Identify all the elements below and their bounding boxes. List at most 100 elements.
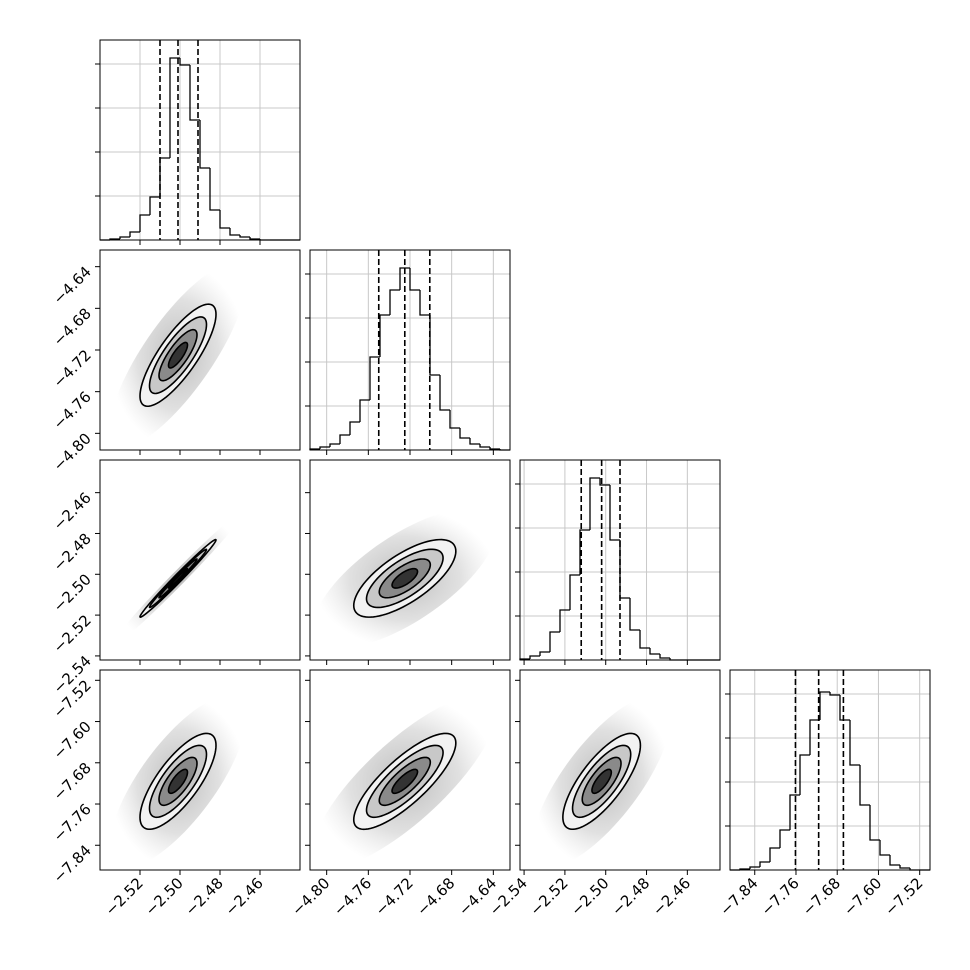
histogram-bin xyxy=(159,157,170,197)
histogram-bin xyxy=(409,268,420,291)
y-tick-label: −4.76 xyxy=(50,388,95,433)
panel xyxy=(109,508,247,649)
histogram-bin xyxy=(879,840,890,856)
histogram-bin xyxy=(759,861,770,867)
histogram-bin xyxy=(119,236,130,239)
panel-frame xyxy=(729,669,931,871)
histogram-bin xyxy=(639,630,650,649)
y-tick-label: −4.64 xyxy=(50,263,95,308)
histogram-bin xyxy=(219,210,230,229)
x-tick-label: −7.52 xyxy=(881,874,926,919)
histogram-bin xyxy=(389,289,400,315)
x-tick-label: −2.50 xyxy=(142,874,187,919)
histogram-bin xyxy=(319,446,330,449)
histogram-bin xyxy=(609,485,620,541)
histogram-bin xyxy=(369,356,380,400)
y-tick-label: −4.68 xyxy=(50,304,95,349)
histogram-bin xyxy=(359,399,370,422)
histogram-bin xyxy=(139,214,150,232)
histogram-bin xyxy=(469,438,480,445)
x-tick-label: −2.46 xyxy=(222,874,267,919)
histogram-bin xyxy=(839,695,850,721)
histogram-bin xyxy=(619,540,630,599)
panel-frame xyxy=(309,249,511,451)
y-tick-label: −4.80 xyxy=(50,429,95,474)
panel-frame xyxy=(99,669,301,871)
histogram-bin xyxy=(399,267,410,290)
y-tick-label: −4.72 xyxy=(50,346,95,391)
x-tick-label: −7.60 xyxy=(840,874,885,919)
panel-frame xyxy=(99,459,301,661)
panel-frame xyxy=(99,39,301,241)
histogram-bin xyxy=(459,428,470,439)
contour xyxy=(167,567,189,589)
x-tick-label: −2.48 xyxy=(182,874,227,919)
histogram-bin xyxy=(559,609,570,632)
histogram-bin xyxy=(239,235,250,238)
histogram-bin xyxy=(449,410,460,429)
x-tick-label: −2.52 xyxy=(102,874,147,919)
histogram-bin xyxy=(649,648,660,655)
histogram-bin xyxy=(629,598,640,631)
histogram-bin xyxy=(179,58,190,66)
histogram-bin xyxy=(379,314,390,357)
panel-frame xyxy=(309,459,511,661)
histogram-bin xyxy=(429,315,440,376)
panel-frame xyxy=(519,669,721,871)
histogram-bin xyxy=(339,434,350,444)
y-tick-label: −2.52 xyxy=(50,611,95,656)
histogram-bin xyxy=(849,720,860,766)
histogram-bin xyxy=(329,443,340,447)
x-tick-label: −4.68 xyxy=(413,874,458,919)
panel-frame xyxy=(519,459,721,661)
y-tick-label: −2.50 xyxy=(50,570,95,615)
x-tick-label: −7.68 xyxy=(799,874,844,919)
histogram-bin xyxy=(889,855,900,866)
histogram-bin xyxy=(599,478,610,486)
panel xyxy=(109,263,247,448)
x-tick-label: −2.50 xyxy=(567,874,612,919)
contour xyxy=(591,768,613,795)
panel xyxy=(531,695,672,868)
histogram-bin xyxy=(899,865,910,869)
histogram-bin xyxy=(589,477,600,530)
histogram-bin xyxy=(579,529,590,575)
histogram-bin xyxy=(659,654,670,659)
histogram-bin xyxy=(129,231,140,237)
contour xyxy=(167,341,189,369)
panel xyxy=(109,695,247,868)
histogram-bin xyxy=(859,765,870,806)
histogram-bin xyxy=(209,168,220,211)
histogram-bin xyxy=(189,65,200,121)
histogram-bin xyxy=(799,754,810,795)
y-tick-label: −7.68 xyxy=(50,759,95,804)
contour xyxy=(391,768,419,795)
histogram-bin xyxy=(249,237,260,240)
x-tick-label: −2.46 xyxy=(649,874,694,919)
histogram-bin xyxy=(569,574,580,610)
x-tick-label: −2.52 xyxy=(526,874,571,919)
histogram-bin xyxy=(529,655,540,659)
y-tick-label: −7.76 xyxy=(50,800,95,845)
histogram-bin xyxy=(819,691,830,720)
x-tick-label: −4.80 xyxy=(288,874,333,919)
histogram-bin xyxy=(769,847,780,862)
histogram-bin xyxy=(779,829,790,848)
histogram-bin xyxy=(539,651,550,656)
panel-frame xyxy=(99,249,301,451)
histogram-bin xyxy=(489,447,500,450)
x-tick-label: −2.48 xyxy=(608,874,653,919)
histogram-bin xyxy=(349,421,360,435)
x-tick-label: −4.76 xyxy=(330,874,375,919)
histogram-bin xyxy=(869,805,880,841)
histogram-bin xyxy=(749,866,760,869)
histogram-bin xyxy=(169,57,180,158)
histogram-bin xyxy=(229,228,240,236)
y-tick-label: −7.60 xyxy=(50,718,95,763)
contour xyxy=(391,567,419,589)
panel xyxy=(312,508,497,649)
x-tick-label: −7.76 xyxy=(758,874,803,919)
histogram-bin xyxy=(419,290,430,316)
histogram-bin xyxy=(809,719,820,755)
